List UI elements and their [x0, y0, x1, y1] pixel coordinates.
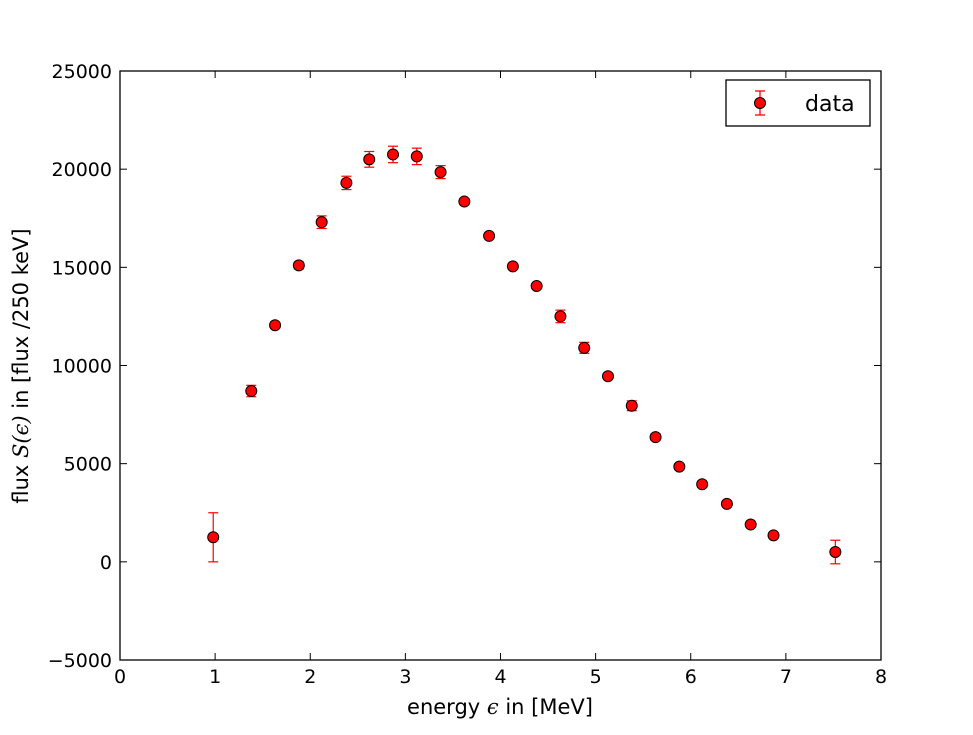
marker-layer — [207, 148, 842, 559]
x-tick-label: 1 — [209, 666, 221, 688]
data-point — [744, 518, 757, 531]
data-point — [696, 478, 709, 491]
data-point — [387, 148, 400, 161]
y-axis-label-suffix: in [flux /250 keV] — [9, 228, 33, 415]
legend: data — [725, 79, 871, 127]
y-tick-label: 5000 — [64, 454, 112, 476]
x-tick-label: 8 — [875, 666, 887, 688]
data-point — [340, 176, 353, 189]
data-point — [601, 370, 614, 383]
y-tick-label: 10000 — [52, 356, 112, 378]
legend-marker — [754, 97, 766, 109]
data-point — [315, 216, 328, 229]
y-tick-label: 0 — [100, 552, 112, 574]
data-point — [434, 166, 447, 179]
data-point — [292, 259, 305, 272]
x-tick-label: 6 — [685, 666, 697, 688]
axes-frame — [119, 70, 882, 661]
legend-box — [725, 79, 871, 127]
x-tick-label: 5 — [590, 666, 602, 688]
data-point — [578, 341, 591, 354]
x-tick-label: 4 — [494, 666, 506, 688]
y-tick-label: 25000 — [52, 61, 112, 83]
data-point — [245, 385, 258, 398]
x-axis-label-prefix: energy — [407, 695, 487, 719]
x-tick-label: 7 — [780, 666, 792, 688]
y-axis-ticks: −5000 0 5000 10000 15000 20000 25000 — [48, 61, 881, 672]
data-point — [530, 279, 543, 292]
y-tick-label: 15000 — [52, 257, 112, 279]
x-axis-label-symbol: ϵ — [487, 695, 499, 719]
data-point — [673, 460, 686, 473]
legend-label-data: data — [805, 92, 855, 117]
y-tick-label: −5000 — [48, 650, 112, 672]
data-point — [483, 229, 496, 242]
data-point — [269, 319, 282, 332]
x-axis-label: energy ϵ in [MeV] — [407, 695, 593, 719]
x-axis-label-suffix: in [MeV] — [499, 695, 593, 719]
data-point — [458, 195, 471, 208]
data-point — [767, 529, 780, 542]
x-tick-label: 3 — [399, 666, 411, 688]
y-axis-label-prefix: flux — [9, 458, 33, 504]
data-point — [625, 399, 638, 412]
data-point — [554, 310, 567, 323]
data-point — [649, 431, 662, 444]
data-point — [829, 546, 842, 559]
y-axis-label-symbol: S(ϵ) — [9, 415, 33, 458]
x-axis-ticks: 0 1 2 3 4 5 6 7 8 — [114, 71, 887, 688]
data-point — [207, 531, 220, 544]
y-tick-label: 20000 — [52, 159, 112, 181]
data-point — [720, 497, 733, 510]
plot-area — [119, 70, 882, 661]
x-tick-label: 2 — [304, 666, 316, 688]
data-point — [363, 153, 376, 166]
data-point — [506, 260, 519, 273]
data-point — [410, 150, 423, 163]
x-tick-label: 0 — [114, 666, 126, 688]
y-axis-label: flux S(ϵ) in [flux /250 keV] — [9, 228, 33, 503]
